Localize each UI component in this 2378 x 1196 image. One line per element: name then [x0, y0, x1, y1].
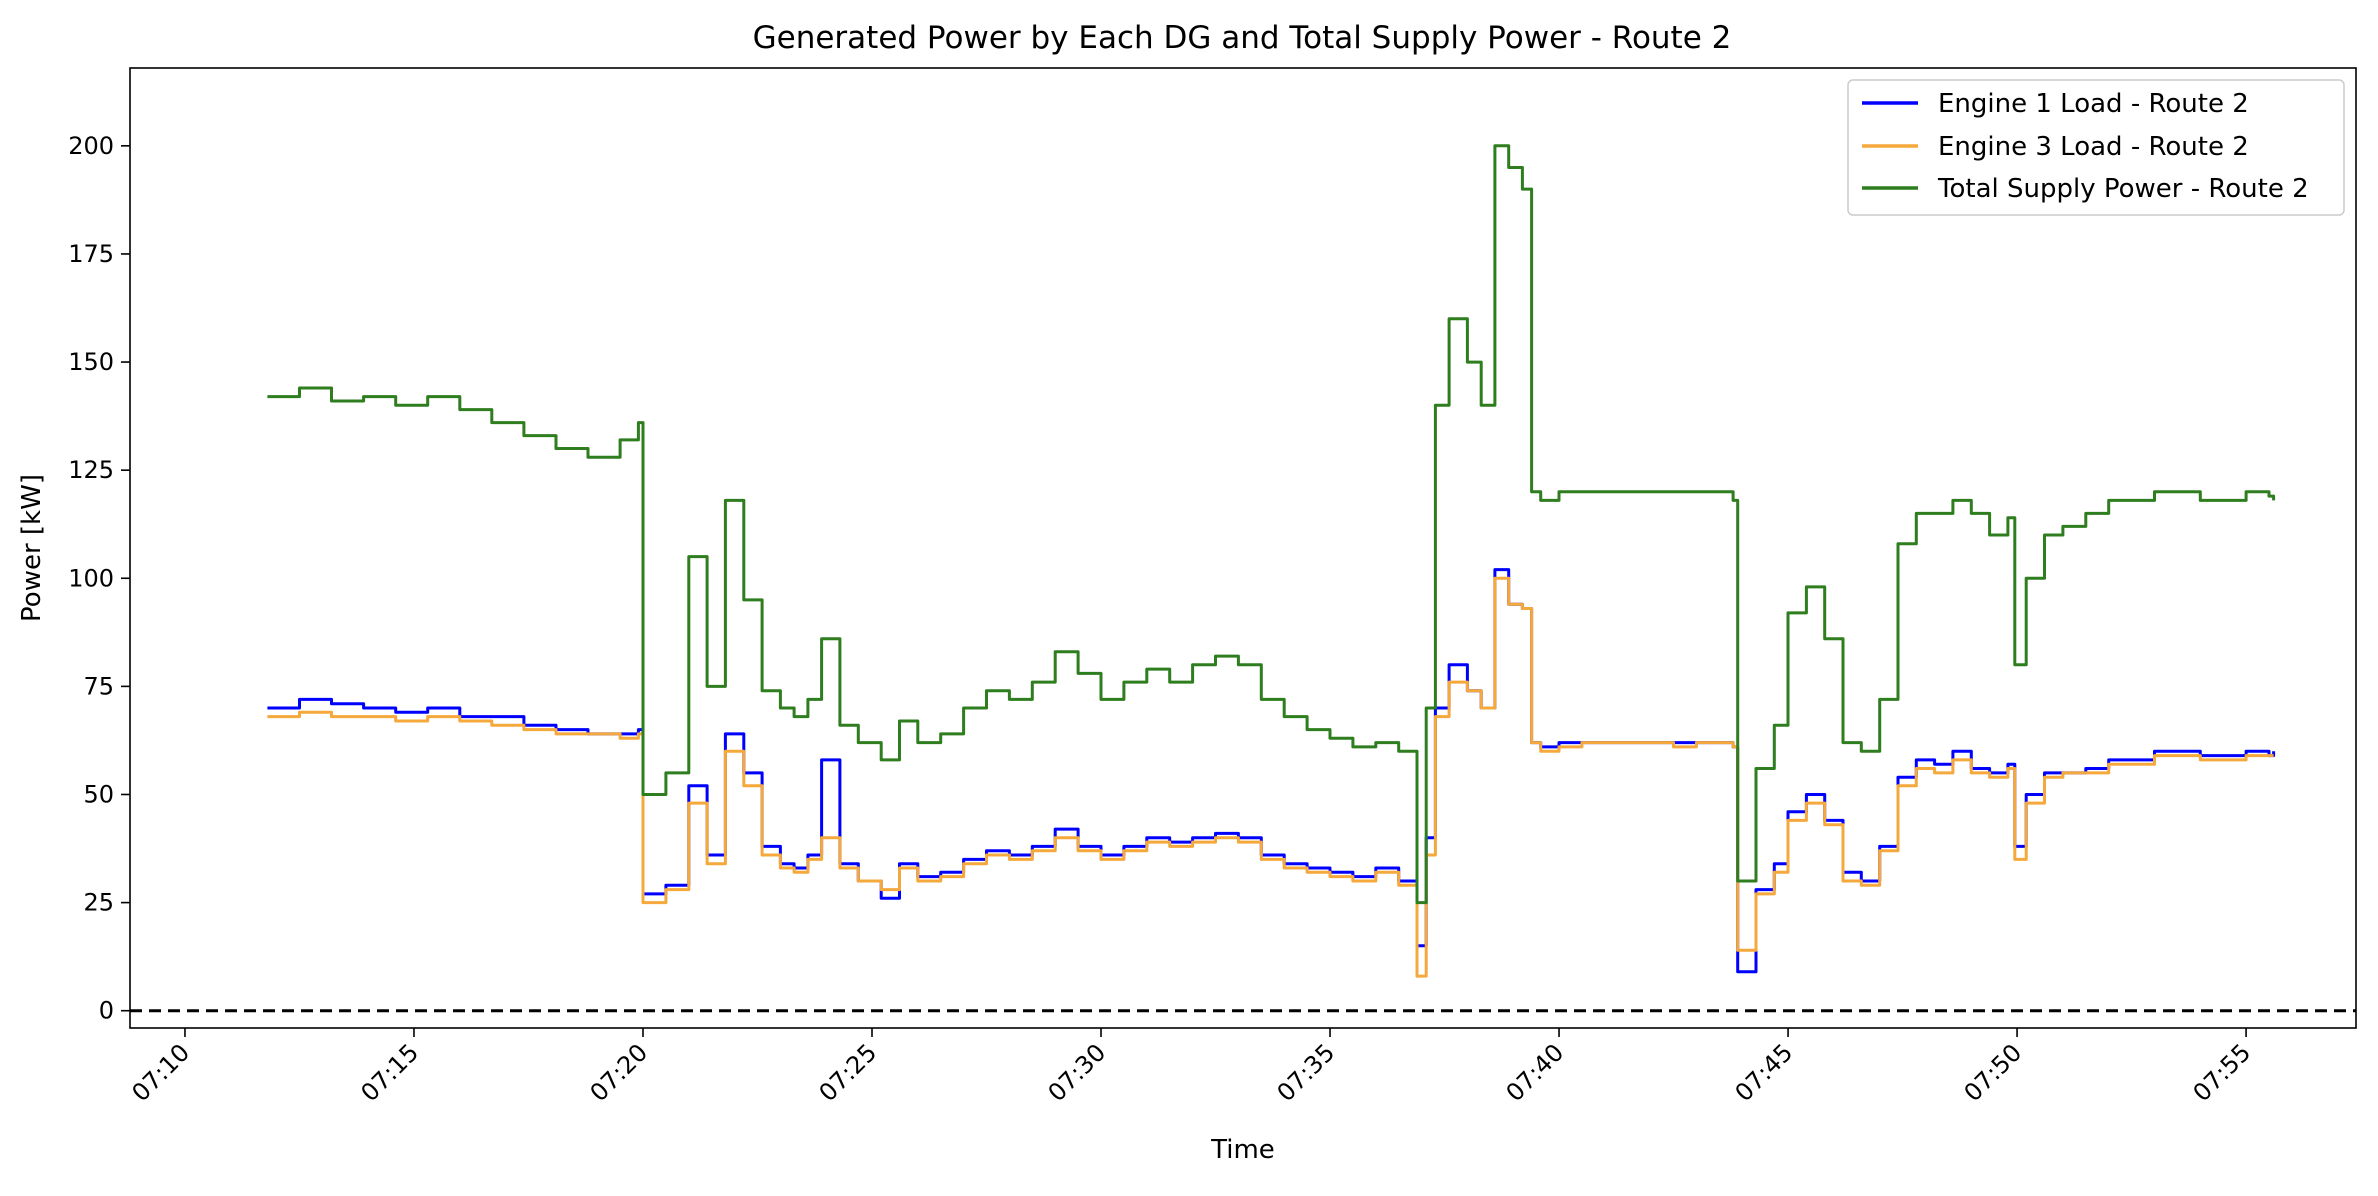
- x-tick-label-07-15: 07:15: [356, 1038, 425, 1107]
- y-tick-label-25: 25: [83, 889, 114, 917]
- y-axis-title: Power [kW]: [17, 474, 47, 622]
- x-tick-label-07-40: 07:40: [1501, 1038, 1570, 1107]
- legend-label-engine-3: Engine 3 Load - Route 2: [1938, 132, 2249, 162]
- x-tick-label-07-55: 07:55: [2188, 1038, 2257, 1107]
- series-line-engine-3-load-route-2: [267, 576, 2274, 978]
- legend-label-total-supply: Total Supply Power - Route 2: [1937, 174, 2309, 204]
- x-axis-title: Time: [1210, 1135, 1275, 1165]
- x-tick-label-07-50: 07:50: [1959, 1038, 2028, 1107]
- y-tick-label-125: 125: [68, 456, 114, 484]
- x-tick-label-07-45: 07:45: [1730, 1038, 1799, 1107]
- legend: Engine 1 Load - Route 2 Engine 3 Load - …: [1847, 79, 2345, 216]
- y-axis: 0 25 50 75 100 125 150 175 200: [68, 132, 130, 1025]
- plot-area: [129, 67, 2357, 1029]
- x-tick-label-07-10: 07:10: [126, 1038, 195, 1107]
- chart-title: Generated Power by Each DG and Total Sup…: [753, 20, 1732, 56]
- y-tick-label-100: 100: [68, 564, 114, 592]
- series-layer: [267, 144, 2276, 978]
- y-tick-label-50: 50: [83, 780, 114, 808]
- x-tick-label-07-35: 07:35: [1272, 1038, 1341, 1107]
- y-tick-label-75: 75: [83, 672, 114, 700]
- x-tick-label-07-30: 07:30: [1043, 1038, 1112, 1107]
- legend-label-engine-1: Engine 1 Load - Route 2: [1938, 89, 2249, 119]
- series-line-total-supply-power-route-2: [267, 144, 2276, 905]
- y-tick-label-150: 150: [68, 348, 114, 376]
- x-axis: 07:10 07:15 07:20 07:25 07:30 07:35 07:40 07:45…: [126, 1028, 2256, 1107]
- x-tick-label-07-20: 07:20: [585, 1038, 654, 1107]
- legend-box: [1847, 79, 2345, 216]
- y-tick-label-200: 200: [68, 132, 114, 160]
- x-tick-label-07-25: 07:25: [814, 1038, 883, 1107]
- y-tick-label-175: 175: [68, 240, 114, 268]
- y-tick-label-0: 0: [99, 997, 114, 1025]
